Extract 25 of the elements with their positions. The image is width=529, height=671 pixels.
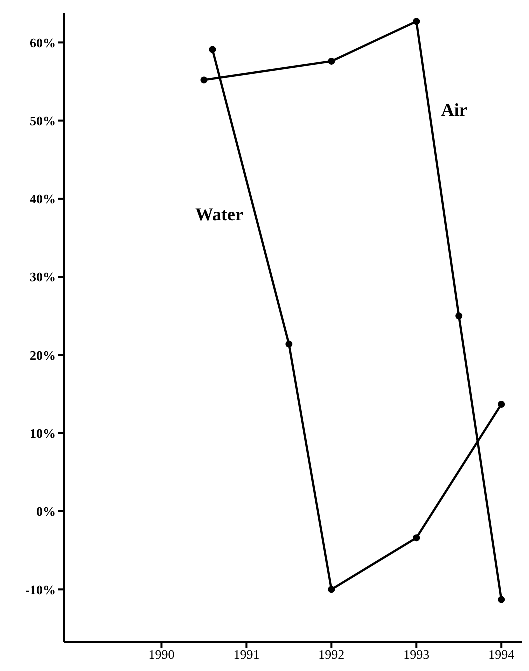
series-label: Water	[196, 204, 244, 225]
y-tick-label: 50%	[30, 113, 56, 128]
y-tick-label: 30%	[30, 270, 56, 285]
point	[498, 400, 506, 408]
y-tick-label: 20%	[30, 348, 56, 363]
x-tick-label: 1993	[404, 647, 430, 662]
point	[286, 340, 293, 348]
point	[209, 46, 216, 54]
point	[328, 58, 336, 65]
x-tick-label: 1994	[488, 647, 516, 662]
point	[413, 18, 420, 26]
point	[456, 312, 463, 320]
point	[200, 76, 208, 84]
series-label: Air	[441, 100, 468, 120]
point	[328, 586, 336, 594]
point	[498, 596, 506, 604]
y-tick-label: 10%	[30, 426, 56, 441]
x-tick-label: 1990	[148, 647, 175, 662]
x-tick-label: 1991	[234, 647, 260, 662]
x-tick-label: 1992	[318, 647, 345, 662]
y-tick-label: -10%	[26, 582, 56, 598]
y-tick-label: 40%	[30, 192, 56, 207]
y-tick-label: 60%	[30, 35, 56, 50]
y-tick-label: 0%	[36, 504, 56, 520]
point	[413, 534, 420, 542]
